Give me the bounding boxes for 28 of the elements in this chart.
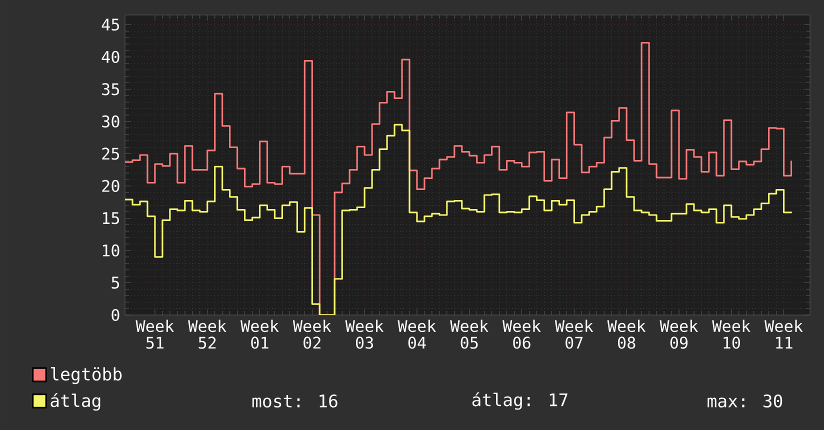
text: most: 16 — [252, 394, 338, 408]
y-tick-label: 30 — [102, 115, 120, 128]
x-tick-label: Week 04 — [398, 320, 436, 349]
x-tick-label: Week 05 — [450, 320, 488, 349]
x-tick-label: Week 03 — [345, 320, 384, 349]
x-tick-label: Week 08 — [607, 320, 646, 349]
y-tick-label: 5 — [112, 276, 120, 289]
x-tick-label: Week 09 — [660, 320, 698, 349]
text: átlag: 17 — [472, 392, 568, 410]
legend-label: átlag — [50, 393, 100, 411]
x-tick-label: Week 11 — [764, 320, 803, 349]
y-tick-label: 15 — [102, 212, 120, 224]
y-tick-label: 25 — [102, 148, 120, 160]
legend-label: legtöbb — [50, 367, 122, 384]
y-tick-label: 0 — [112, 308, 120, 322]
y-tick-label: 20 — [102, 180, 120, 192]
x-tick-label: Week 51 — [136, 320, 174, 349]
y-tick-label: 40 — [102, 50, 120, 63]
y-tick-label: 35 — [102, 83, 120, 96]
x-tick-label: Week 10 — [712, 320, 750, 349]
x-tick-label: Week 07 — [554, 320, 594, 349]
y-tick-label: 10 — [102, 244, 120, 257]
text: max: 30 — [708, 394, 782, 408]
x-tick-label: Week 52 — [188, 320, 226, 349]
x-tick-label: Week 06 — [502, 320, 541, 349]
y-tick-label: 45 — [102, 18, 120, 31]
x-tick-label: Week 01 — [240, 320, 279, 349]
x-tick-label: Week 02 — [292, 320, 332, 349]
